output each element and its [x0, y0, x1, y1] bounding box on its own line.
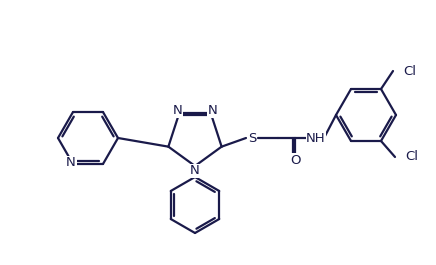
Text: N: N	[173, 104, 182, 117]
Text: Cl: Cl	[403, 64, 416, 78]
Text: O: O	[290, 153, 300, 166]
Text: NH: NH	[306, 131, 326, 144]
Text: N: N	[66, 156, 76, 170]
Text: Cl: Cl	[405, 151, 418, 164]
Text: S: S	[248, 131, 256, 144]
Text: N: N	[190, 165, 200, 178]
Text: N: N	[208, 104, 217, 117]
